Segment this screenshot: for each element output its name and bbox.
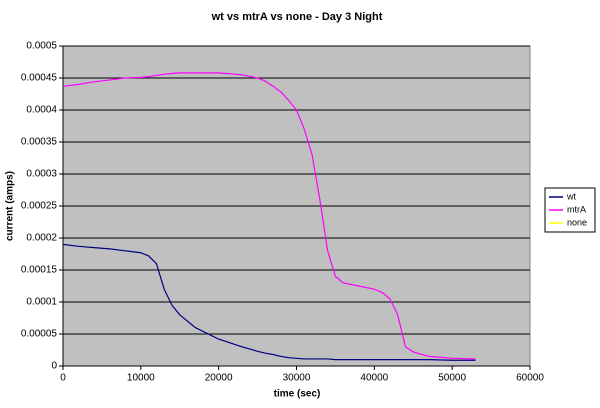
y-tick-label: 0.0003 bbox=[26, 169, 57, 180]
x-tick-label: 40000 bbox=[360, 373, 388, 384]
y-tick-label: 0 bbox=[51, 361, 57, 372]
y-tick-label: 0.00045 bbox=[21, 73, 58, 84]
legend-label: wt bbox=[566, 191, 576, 201]
x-tick-label: 50000 bbox=[438, 373, 466, 384]
y-tick-label: 0.00035 bbox=[21, 137, 58, 148]
y-tick-label: 0.0001 bbox=[26, 297, 57, 308]
series-line bbox=[62, 72, 476, 360]
y-tick-label: 0.00025 bbox=[21, 201, 58, 212]
y-tick-label: 0.00015 bbox=[21, 265, 58, 276]
x-tick-label: 60000 bbox=[516, 373, 544, 384]
series-line bbox=[62, 243, 476, 361]
x-tick-label: 0 bbox=[60, 373, 66, 384]
chart-title: wt vs mtrA vs none - Day 3 Night bbox=[211, 11, 383, 23]
y-tick-label: 0.0002 bbox=[26, 233, 57, 244]
x-tick-label: 20000 bbox=[205, 373, 233, 384]
x-tick-label: 10000 bbox=[127, 373, 155, 384]
y-axis-title: current (amps) bbox=[5, 171, 16, 241]
y-tick-label: 0.0004 bbox=[26, 105, 57, 116]
legend-label: mtrA bbox=[567, 204, 586, 214]
y-tick-label: 0.00005 bbox=[21, 329, 58, 340]
legend-label: none bbox=[567, 217, 587, 227]
y-tick-label: 0.0005 bbox=[26, 41, 57, 52]
x-axis-title: time (sec) bbox=[274, 389, 321, 400]
x-tick-label: 30000 bbox=[283, 373, 311, 384]
